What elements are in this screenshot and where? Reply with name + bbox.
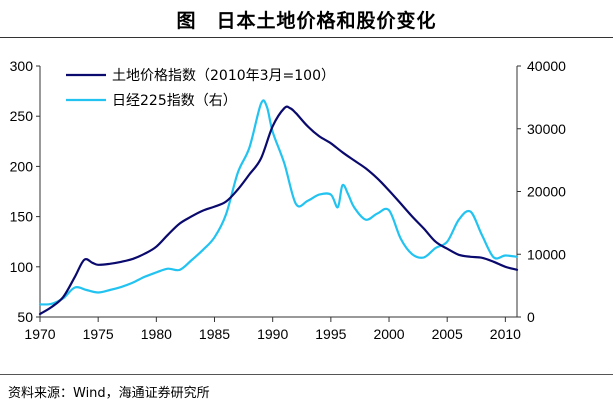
legend-label: 土地价格指数（2010年3月=100）	[112, 68, 335, 84]
x-tick-label: 2010	[490, 326, 521, 342]
y-right-tick-label: 30000	[527, 121, 566, 137]
y-right-tick-label: 40000	[527, 58, 566, 74]
y-left-tick-label: 150	[10, 209, 34, 225]
y-right-tick-label: 0	[527, 309, 535, 325]
series-group	[38, 99, 519, 316]
y-left-tick-label: 300	[10, 58, 34, 74]
y-left-tick-label: 250	[10, 108, 34, 124]
x-tick-label: 1990	[257, 326, 288, 342]
legend: 土地价格指数（2010年3月=100） 日经225指数（右）	[66, 68, 335, 109]
y-left-tick-label: 100	[10, 259, 34, 275]
x-tick-label: 1975	[83, 326, 114, 342]
nikkei225-line	[38, 99, 519, 306]
chart-title: 图 日本土地价格和股价变化	[176, 10, 437, 32]
y-left-tick-label: 200	[10, 158, 34, 174]
y-left-tick-label: 50	[17, 309, 33, 325]
y-right-tick-label: 10000	[527, 246, 566, 262]
x-tick-label: 1995	[315, 326, 346, 342]
legend-label: 日经225指数（右）	[112, 93, 237, 109]
title-rule	[0, 37, 613, 38]
y-right-tick-label: 20000	[527, 184, 566, 200]
tick-group: 1970 1975 1980 1985 1990 1995 2000 2005 20105010…	[10, 58, 567, 342]
x-tick-label: 1980	[141, 326, 172, 342]
x-tick-label: 2005	[432, 326, 463, 342]
x-tick-label: 2000	[373, 326, 404, 342]
source-note: 资料来源：Wind，海通证券研究所	[8, 386, 210, 401]
x-tick-label: 1970	[24, 326, 55, 342]
x-tick-label: 1985	[199, 326, 230, 342]
land-price-index-line	[38, 105, 519, 316]
source-rule	[0, 374, 613, 375]
